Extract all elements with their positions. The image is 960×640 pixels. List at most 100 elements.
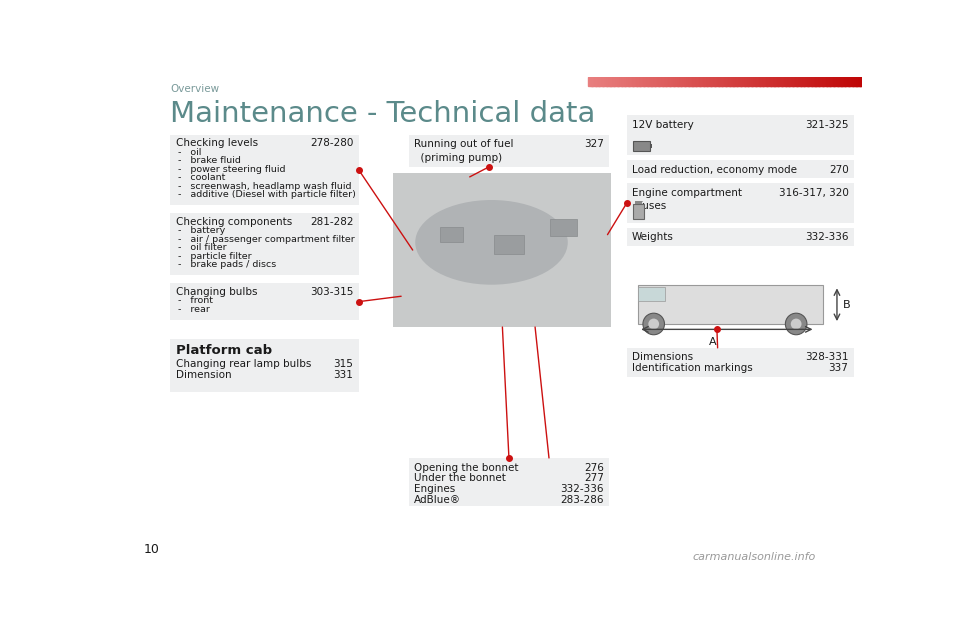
Bar — [615, 77, 617, 86]
Bar — [674, 77, 677, 86]
Bar — [727, 77, 729, 86]
Bar — [799, 77, 801, 86]
Bar — [632, 77, 635, 86]
Text: -   oil: - oil — [178, 148, 202, 157]
Text: Platform cab: Platform cab — [176, 344, 272, 357]
Bar — [666, 77, 668, 86]
Bar — [843, 77, 845, 86]
Bar — [638, 77, 641, 86]
Bar — [722, 77, 725, 86]
Bar — [804, 77, 806, 86]
Bar — [606, 77, 608, 86]
Bar — [729, 77, 732, 86]
Bar — [625, 77, 627, 86]
Bar — [612, 77, 615, 86]
Bar — [605, 77, 607, 86]
Bar — [837, 77, 839, 86]
Bar — [828, 77, 829, 86]
Bar — [859, 77, 861, 86]
Bar — [857, 77, 859, 86]
Bar — [708, 77, 709, 86]
Circle shape — [643, 313, 664, 335]
Text: Dimensions: Dimensions — [632, 353, 693, 362]
Bar — [693, 77, 696, 86]
Bar — [638, 285, 823, 324]
Bar — [767, 77, 769, 86]
Bar — [811, 77, 813, 86]
Bar — [822, 77, 824, 86]
Bar — [493, 235, 524, 254]
Bar — [589, 77, 591, 86]
Text: Engines: Engines — [414, 484, 455, 494]
Bar — [699, 77, 701, 86]
Bar — [795, 77, 797, 86]
Bar — [622, 77, 625, 86]
Bar — [636, 77, 638, 86]
Bar — [779, 77, 780, 86]
Bar — [627, 77, 629, 86]
Bar — [620, 77, 622, 86]
Bar — [835, 77, 838, 86]
Bar — [786, 77, 788, 86]
Text: 332-336: 332-336 — [805, 232, 849, 243]
Text: -   air / passenger compartment filter: - air / passenger compartment filter — [178, 235, 354, 244]
Bar — [745, 77, 748, 86]
Bar — [773, 77, 775, 86]
Text: -   particle filter: - particle filter — [178, 252, 252, 260]
Bar — [741, 77, 743, 86]
Text: -   additive (Diesel with particle filter): - additive (Diesel with particle filter) — [178, 190, 356, 199]
Bar — [825, 77, 827, 86]
Bar — [634, 77, 636, 86]
Bar — [719, 77, 722, 86]
FancyBboxPatch shape — [627, 348, 853, 377]
Bar — [856, 77, 858, 86]
Text: -   brake pads / discs: - brake pads / discs — [178, 260, 276, 269]
Bar — [617, 77, 619, 86]
Bar — [621, 77, 623, 86]
Text: 276: 276 — [584, 463, 604, 472]
FancyBboxPatch shape — [170, 283, 359, 320]
Bar — [689, 77, 691, 86]
Bar — [640, 77, 642, 86]
Circle shape — [648, 319, 660, 330]
Bar — [777, 77, 779, 86]
Bar — [744, 77, 746, 86]
Bar — [685, 77, 687, 86]
Bar — [815, 77, 817, 86]
Bar — [711, 77, 713, 86]
Text: AdBlue®: AdBlue® — [414, 495, 461, 505]
Text: Checking levels: Checking levels — [176, 138, 257, 148]
Bar — [601, 77, 603, 86]
Bar — [830, 77, 832, 86]
Bar — [728, 77, 730, 86]
Text: 281-282: 281-282 — [310, 217, 353, 227]
Bar — [766, 77, 768, 86]
Bar — [814, 77, 816, 86]
Bar — [809, 77, 812, 86]
Bar — [708, 77, 710, 86]
Bar — [760, 77, 762, 86]
Text: Load reduction, economy mode: Load reduction, economy mode — [632, 164, 797, 175]
Bar — [669, 77, 671, 86]
Text: 283-286: 283-286 — [560, 495, 604, 505]
FancyBboxPatch shape — [409, 134, 609, 167]
Bar — [753, 77, 755, 86]
Bar — [680, 77, 682, 86]
Text: 315: 315 — [333, 360, 353, 369]
Text: carmanualsonline.info: carmanualsonline.info — [692, 552, 815, 562]
Bar — [650, 77, 652, 86]
Bar — [696, 77, 698, 86]
Text: Maintenance - Technical data: Maintenance - Technical data — [170, 100, 595, 128]
Text: 337: 337 — [828, 364, 849, 373]
Bar — [818, 77, 820, 86]
Bar — [672, 77, 674, 86]
Text: Under the bonnet: Under the bonnet — [414, 474, 506, 483]
Bar — [609, 77, 611, 86]
FancyBboxPatch shape — [409, 458, 609, 506]
Bar — [673, 77, 675, 86]
Text: -   brake fluid: - brake fluid — [178, 156, 241, 165]
Bar — [743, 77, 745, 86]
Bar — [748, 77, 751, 86]
Bar — [650, 144, 652, 148]
FancyBboxPatch shape — [627, 115, 853, 156]
